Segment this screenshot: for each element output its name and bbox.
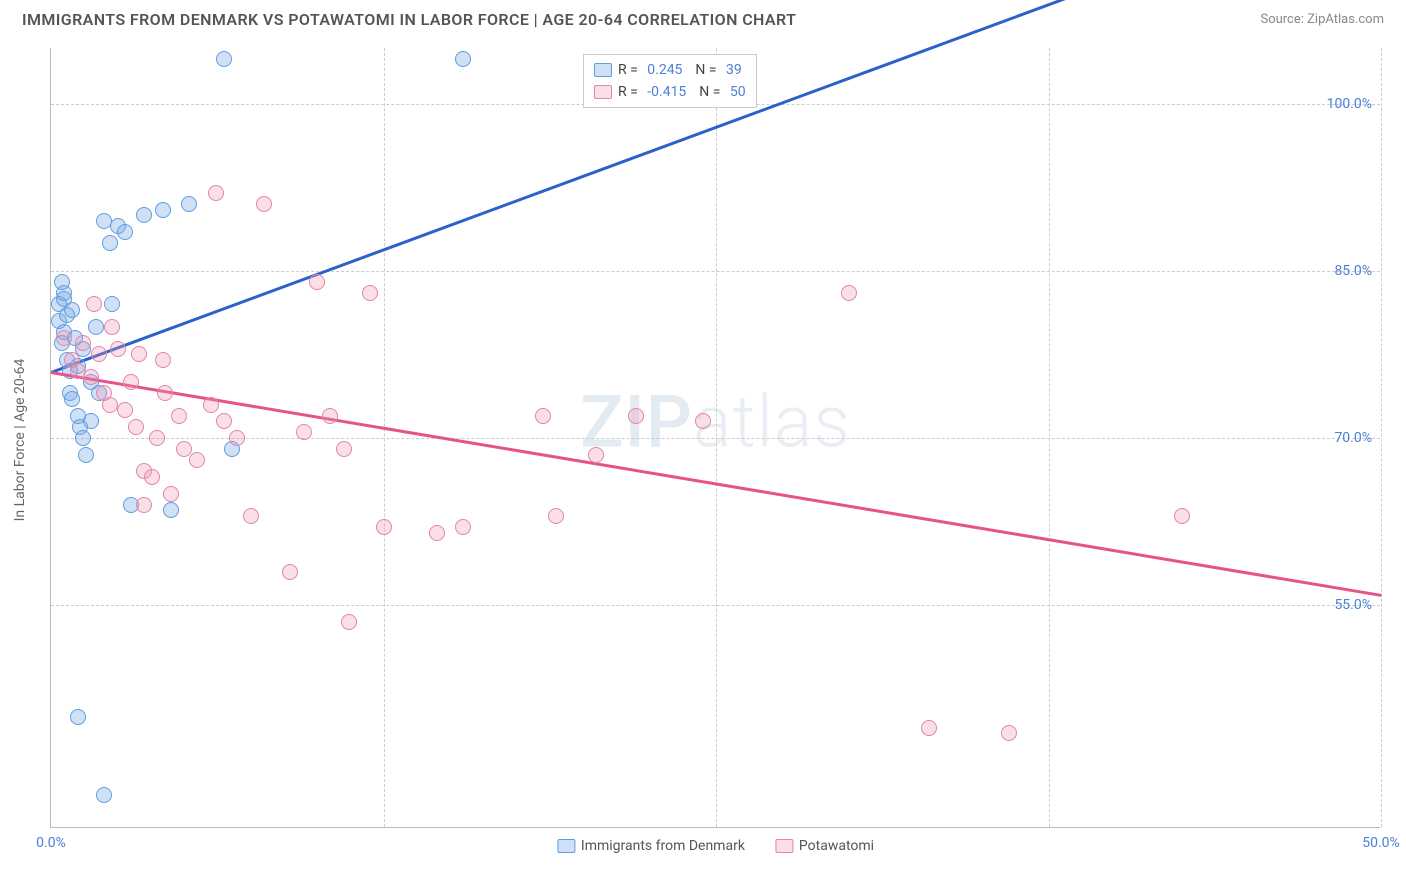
data-point	[104, 296, 120, 312]
legend-swatch	[594, 63, 612, 77]
data-point	[203, 397, 219, 413]
r-label: R =	[618, 81, 641, 103]
data-point	[155, 202, 171, 218]
data-point	[628, 408, 644, 424]
y-tick-label: 70.0%	[1334, 430, 1372, 446]
data-point	[243, 508, 259, 524]
n-value: 50	[730, 81, 746, 103]
data-point	[216, 51, 232, 67]
data-point	[102, 235, 118, 251]
data-point	[189, 452, 205, 468]
data-point	[91, 346, 107, 362]
y-tick-label: 55.0%	[1334, 597, 1372, 613]
data-point	[102, 397, 118, 413]
data-point	[695, 413, 711, 429]
data-point	[157, 385, 173, 401]
data-point	[362, 285, 378, 301]
data-point	[86, 296, 102, 312]
data-point	[83, 369, 99, 385]
data-point	[88, 319, 104, 335]
plot-area: ZIPatlas 55.0%70.0%85.0%100.0%0.0%50.0%R…	[50, 48, 1380, 828]
data-point	[136, 497, 152, 513]
data-point	[216, 413, 232, 429]
data-point	[336, 441, 352, 457]
data-point	[96, 787, 112, 803]
data-point	[117, 402, 133, 418]
series-legend-item: Immigrants from Denmark	[557, 838, 745, 854]
data-point	[455, 519, 471, 535]
source-label: Source: ZipAtlas.com	[1260, 12, 1384, 27]
data-point	[131, 346, 147, 362]
data-point	[176, 441, 192, 457]
data-point	[128, 419, 144, 435]
series-legend-label: Immigrants from Denmark	[581, 838, 745, 854]
data-point	[588, 447, 604, 463]
data-point	[70, 709, 86, 725]
legend-swatch	[557, 839, 575, 853]
data-point	[155, 352, 171, 368]
legend-swatch	[594, 85, 612, 99]
r-value: -0.415	[647, 81, 686, 103]
gridline-v	[716, 48, 717, 827]
gridline-v	[1381, 48, 1382, 827]
x-tick-label: 50.0%	[1362, 835, 1400, 851]
data-point	[341, 614, 357, 630]
data-point	[841, 285, 857, 301]
stats-legend: R = 0.245 N = 39R = -0.415 N = 50	[583, 54, 757, 108]
data-point	[296, 424, 312, 440]
data-point	[75, 430, 91, 446]
data-point	[455, 51, 471, 67]
n-label: N =	[688, 59, 720, 81]
r-label: R =	[618, 59, 641, 81]
data-point	[56, 291, 72, 307]
series-legend-label: Potawatomi	[799, 838, 874, 854]
data-point	[117, 224, 133, 240]
data-point	[56, 330, 72, 346]
n-label: N =	[692, 81, 724, 103]
data-point	[921, 720, 937, 736]
data-point	[83, 413, 99, 429]
n-value: 39	[726, 59, 742, 81]
data-point	[229, 430, 245, 446]
r-value: 0.245	[647, 59, 682, 81]
legend-swatch	[775, 839, 793, 853]
data-point	[429, 525, 445, 541]
chart-title: IMMIGRANTS FROM DENMARK VS POTAWATOMI IN…	[22, 10, 796, 29]
series-legend-item: Potawatomi	[775, 838, 874, 854]
data-point	[163, 502, 179, 518]
data-point	[208, 185, 224, 201]
data-point	[548, 508, 564, 524]
data-point	[64, 391, 80, 407]
data-point	[123, 374, 139, 390]
x-tick-label: 0.0%	[36, 835, 66, 851]
data-point	[322, 408, 338, 424]
data-point	[309, 274, 325, 290]
data-point	[171, 408, 187, 424]
stats-legend-row: R = -0.415 N = 50	[594, 81, 746, 103]
stats-legend-row: R = 0.245 N = 39	[594, 59, 746, 81]
series-legend: Immigrants from Denmark Potawatomi	[557, 838, 874, 854]
data-point	[75, 335, 91, 351]
data-point	[282, 564, 298, 580]
data-point	[181, 196, 197, 212]
data-point	[1001, 725, 1017, 741]
data-point	[256, 196, 272, 212]
data-point	[535, 408, 551, 424]
chart-header: IMMIGRANTS FROM DENMARK VS POTAWATOMI IN…	[0, 0, 1406, 37]
gridline-v	[384, 48, 385, 827]
data-point	[149, 430, 165, 446]
data-point	[54, 274, 70, 290]
data-point	[1174, 508, 1190, 524]
data-point	[376, 519, 392, 535]
y-tick-label: 85.0%	[1334, 263, 1372, 279]
gridline-v	[1049, 48, 1050, 827]
data-point	[144, 469, 160, 485]
data-point	[104, 319, 120, 335]
data-point	[163, 486, 179, 502]
data-point	[78, 447, 94, 463]
y-axis-title: In Labor Force | Age 20-64	[12, 359, 28, 522]
data-point	[110, 341, 126, 357]
y-tick-label: 100.0%	[1327, 96, 1372, 112]
data-point	[136, 207, 152, 223]
